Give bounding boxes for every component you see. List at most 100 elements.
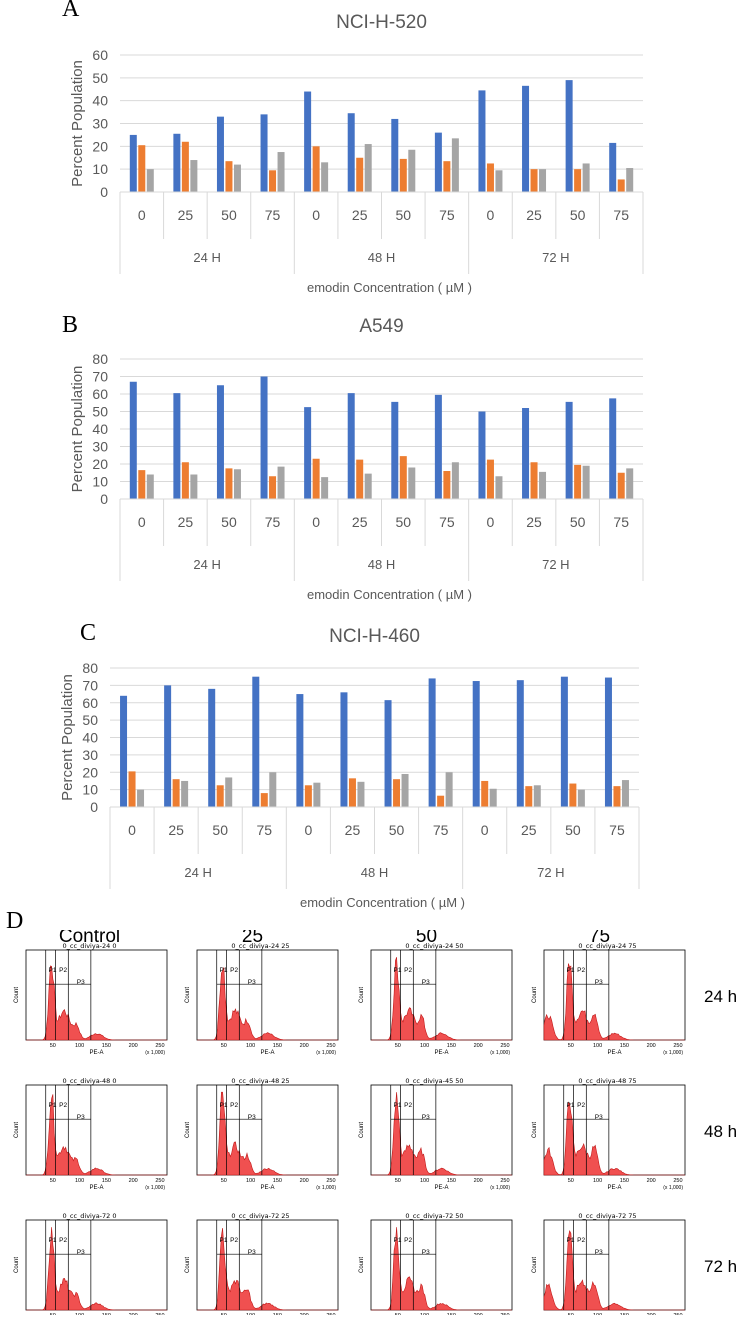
- panel-letter-c: C: [80, 620, 97, 646]
- bar-s: [225, 468, 233, 499]
- x-tick-label: 50: [212, 822, 228, 838]
- flow-x-scale: (x 1,000): [145, 1185, 165, 1191]
- flow-x-label: PE-A: [260, 1185, 274, 1191]
- bar-g1: [173, 133, 181, 192]
- bar-g2m: [582, 465, 590, 499]
- bar-s: [617, 179, 625, 192]
- y-tick-label: 30: [92, 116, 108, 132]
- flow-y-label: Count: [14, 987, 20, 1003]
- flow-x-label: PE-A: [89, 1185, 103, 1191]
- flow-x-tick: 200: [129, 1313, 138, 1315]
- flow-x-scale: (x 1,000): [145, 1050, 165, 1056]
- bar-s: [216, 785, 224, 807]
- column-header: Control: [59, 930, 120, 947]
- bar-s: [574, 169, 582, 192]
- bar-g2m: [408, 467, 416, 499]
- bar-s: [260, 793, 268, 807]
- flow-cytometry-grid: Control 25 50 75 24 h 48 h 72 h 0_cc_diviya-24 …: [14, 930, 737, 1315]
- flow-plot-title: 0_cc_diviya-24 25: [231, 942, 289, 950]
- bar-g2m: [533, 785, 541, 807]
- bar-g1: [129, 134, 137, 192]
- bar-g2m: [233, 164, 241, 192]
- y-tick-label: 20: [92, 138, 108, 154]
- x-axis-label: emodin Concentration ( µM ): [307, 587, 472, 602]
- bar-g1: [522, 408, 530, 499]
- bar-g1: [391, 401, 399, 499]
- chart-title: NCI-H-460: [329, 626, 420, 647]
- gate-label: P1: [394, 1102, 402, 1109]
- gate-label: P2: [59, 1237, 67, 1244]
- histogram-fill: [543, 1230, 685, 1311]
- bar-g1: [129, 381, 137, 499]
- flow-histogram: 0_cc_diviya-48 25 P1 P2 P3 Count 50 100 150 200 2…: [185, 1077, 339, 1191]
- bar-s: [269, 476, 277, 499]
- bar-g1: [120, 695, 128, 807]
- bar-s: [393, 779, 401, 807]
- gate-label: P1: [567, 967, 575, 974]
- flow-x-tick: 50: [568, 1043, 574, 1049]
- y-tick-label: 70: [92, 369, 108, 385]
- x-tick-label: 25: [526, 514, 542, 530]
- y-axis-label: Percent Population: [69, 366, 86, 493]
- histogram-fill: [371, 1092, 512, 1176]
- bar-s: [269, 170, 277, 192]
- flow-x-tick: 200: [129, 1043, 138, 1049]
- bar-g1: [609, 398, 617, 499]
- flow-x-tick: 50: [50, 1043, 56, 1049]
- gate-label: P2: [404, 1102, 412, 1109]
- x-tick-label: 75: [613, 514, 629, 530]
- bar-g1: [434, 132, 442, 192]
- flow-y-label: Count: [359, 987, 365, 1003]
- bar-g2m: [190, 474, 198, 499]
- flow-x-tick: 50: [395, 1043, 401, 1049]
- bar-g2m: [445, 772, 453, 807]
- bar-s: [443, 471, 451, 499]
- gate-label: P3: [422, 979, 430, 986]
- y-tick-label: 50: [92, 70, 108, 86]
- y-tick-label: 40: [92, 421, 108, 437]
- flow-x-scale: (x 1,000): [490, 1050, 510, 1056]
- flow-x-tick: 200: [300, 1178, 309, 1184]
- histogram-fill: [197, 1227, 338, 1311]
- bar-g1: [428, 678, 436, 807]
- group-label: 72 H: [542, 250, 569, 265]
- bar-g2m: [146, 169, 154, 192]
- bar-g1: [260, 114, 268, 192]
- gate-label: P1: [567, 1102, 575, 1109]
- gate-label: P1: [49, 1237, 57, 1244]
- flow-plot-title: 0_cc_diviya-45 50: [405, 1077, 463, 1085]
- bar-s: [525, 786, 533, 807]
- x-tick-label: 75: [433, 822, 449, 838]
- flow-x-tick: 200: [129, 1178, 138, 1184]
- y-axis-label: Percent Population: [69, 60, 86, 187]
- x-tick-label: 0: [487, 207, 495, 223]
- y-tick-label: 40: [82, 730, 98, 746]
- y-tick-label: 30: [82, 747, 98, 763]
- flow-x-scale: (x 1,000): [316, 1185, 336, 1191]
- y-tick-label: 0: [100, 491, 108, 507]
- flow-x-scale: (x 1,000): [663, 1185, 683, 1191]
- bar-g2m: [357, 781, 365, 807]
- x-tick-label: 25: [526, 207, 542, 223]
- flow-x-tick: 250: [326, 1043, 335, 1049]
- flow-x-tick: 100: [75, 1313, 84, 1315]
- flow-x-tick: 50: [50, 1313, 56, 1315]
- bar-s: [486, 163, 494, 192]
- bar-g2m: [190, 160, 198, 192]
- bar-s: [617, 472, 625, 499]
- flow-x-scale: (x 1,000): [316, 1050, 336, 1056]
- flow-histogram: 0_cc_diviya-24 0 P1 P2 P3 Count 50 100 150 200 25…: [14, 942, 168, 1056]
- bar-s: [437, 795, 445, 807]
- gate-label: P3: [595, 979, 603, 986]
- bar-g1: [216, 116, 224, 192]
- bar-g1: [472, 681, 480, 807]
- flow-x-tick: 50: [221, 1313, 227, 1315]
- bar-g2m: [582, 163, 590, 192]
- x-axis-label: emodin Concentration ( µM ): [300, 895, 465, 910]
- flow-x-tick: 50: [568, 1178, 574, 1184]
- bar-s: [569, 783, 577, 807]
- gate-label: P3: [422, 1114, 430, 1121]
- flow-x-tick: 200: [300, 1043, 309, 1049]
